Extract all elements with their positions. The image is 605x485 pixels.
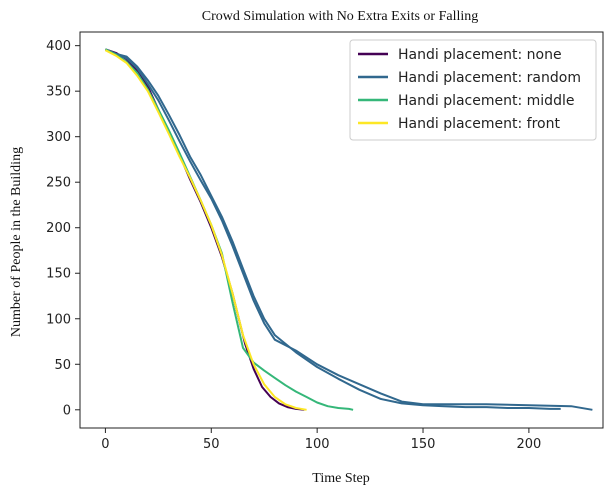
x-tick-label: 100 [305, 437, 330, 452]
series-line-1 [105, 48, 561, 410]
plot-area: 0 50 100 150 200 0 50 100 150 200 250 300 350 400 [46, 31, 604, 452]
y-tick-label: 150 [46, 267, 71, 282]
plot-frame [79, 31, 604, 429]
x-tick-label: 50 [203, 437, 220, 452]
y-tick-label: 100 [46, 312, 71, 327]
legend: Handi placement: none Handi placement: ra… [349, 39, 597, 141]
legend-item: Handi placement: middle [358, 93, 574, 109]
y-tick-label: 400 [46, 39, 71, 54]
legend-item: Handi placement: front [358, 116, 560, 132]
y-tick-label: 350 [46, 85, 71, 100]
legend-label: Handi placement: front [398, 116, 560, 132]
series-line-2 [104, 48, 593, 411]
legend-label: Handi placement: random [398, 70, 581, 86]
series-line-3 [104, 48, 354, 411]
y-tick-label: 50 [54, 358, 71, 373]
y-tick-label: 0 [63, 403, 71, 418]
legend-item: Handi placement: none [358, 47, 562, 63]
legend-item: Handi placement: random [358, 70, 581, 86]
y-axis-label: Number of People in the Building [9, 147, 24, 337]
x-tick-label: 200 [516, 437, 541, 452]
x-tick-label: 150 [411, 437, 436, 452]
legend-label: Handi placement: none [398, 47, 562, 63]
x-tick-label: 0 [101, 437, 109, 452]
x-axis-label: Time Step [312, 471, 369, 485]
legend-label: Handi placement: middle [398, 93, 574, 109]
x-axis-ticks: 0 50 100 150 200 [101, 428, 541, 452]
y-tick-label: 200 [46, 221, 71, 236]
y-tick-label: 300 [46, 130, 71, 145]
chart-title: Crowd Simulation with No Extra Exits or … [202, 9, 479, 24]
y-axis-ticks: 0 50 100 150 200 250 300 350 400 [46, 39, 80, 418]
series-line-0 [105, 48, 305, 411]
legend-box [349, 39, 597, 141]
series-lines [104, 48, 593, 411]
series-line-4 [104, 49, 307, 411]
y-tick-label: 250 [46, 176, 71, 191]
